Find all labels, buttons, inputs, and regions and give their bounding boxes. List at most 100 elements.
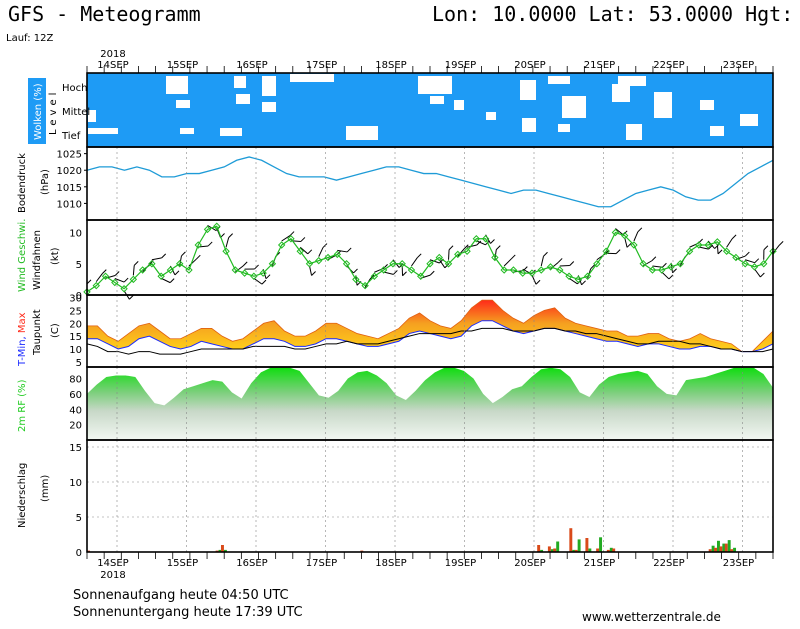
cloud-gap-17	[180, 128, 194, 134]
cloud-gap-10	[430, 96, 444, 104]
bottom-date-22SEP: 22SEP	[653, 558, 684, 569]
cloud-gap-19	[346, 126, 378, 140]
precip-tick-10: 10	[69, 478, 82, 489]
top-date-16SEP: 16SEP	[236, 60, 267, 71]
temp-tick-20: 20	[69, 319, 82, 330]
wind-tick-10: 10	[69, 229, 82, 240]
cloud-title: Wolken (%)	[33, 83, 44, 140]
wind-barb-flag-50	[558, 258, 562, 262]
top-date-15SEP: 15SEP	[167, 60, 198, 71]
wind-barb-label: Windfahnen	[32, 230, 43, 290]
model-run-label: Lauf: 12Z	[6, 33, 53, 44]
precip-bar-red-15	[719, 546, 722, 552]
dewpoint-label: Taupunkt	[32, 309, 43, 356]
website-link[interactable]: www.wetterzentrale.de	[582, 610, 721, 624]
pressure-tick-1015: 1015	[57, 183, 82, 194]
precip-bar-green-10	[599, 537, 602, 552]
wind-barb-flag-25	[323, 244, 327, 248]
wind-barb-flag-18	[262, 280, 266, 284]
bottom-date-15SEP: 15SEP	[167, 558, 198, 569]
wind-barb-62	[662, 272, 669, 279]
wind-barb-flag-12	[208, 242, 212, 246]
top-date-18SEP: 18SEP	[375, 60, 406, 71]
temp-ylabel: T-Min, Max	[17, 312, 28, 367]
wind-barb-51	[560, 265, 570, 266]
top-date-23SEP: 23SEP	[723, 60, 754, 71]
wind-barb-25	[319, 248, 323, 257]
cloud-level-title: Level	[48, 89, 59, 135]
wind-barb-flag-71	[755, 259, 759, 263]
wind-barb-flag-59	[638, 228, 642, 232]
wind-barb-8	[161, 278, 170, 282]
wind-barb-flag-43	[490, 239, 494, 243]
wind-barb-flag-27	[347, 248, 351, 252]
wind-barb-69	[727, 239, 732, 247]
wind-barb-5	[133, 265, 134, 275]
cloud-gap-9	[262, 102, 276, 112]
cloud-gap-12	[562, 96, 586, 118]
cloud-gap-23	[558, 124, 570, 132]
precip-ylabel: Niederschlag	[17, 463, 28, 528]
top-date-19SEP: 19SEP	[445, 60, 476, 71]
cloud-gap-21	[486, 112, 496, 120]
wind-barb-45	[504, 259, 511, 266]
top-date-22SEP: 22SEP	[653, 60, 684, 71]
cloud-gap-5	[548, 76, 570, 84]
humidity-tick-80: 80	[69, 375, 82, 386]
pressure-tick-1020: 1020	[57, 166, 82, 177]
cloud-level-hoch: Hoch	[62, 83, 87, 94]
wind-barb-flag-28	[354, 269, 358, 273]
wind-barb-flag-5	[134, 261, 138, 265]
wind-barb-flag-49	[543, 252, 547, 256]
top-year-label: 2018	[100, 49, 125, 60]
wind-barb-flag-3	[124, 278, 128, 282]
cloud-level-tief: Tief	[61, 131, 81, 142]
temp-tick-10: 10	[69, 345, 82, 356]
wind-barb-35	[411, 258, 417, 266]
cloud-gap-7	[176, 100, 190, 108]
cloud-gap-26	[740, 114, 758, 126]
wind-barb-flag-51	[570, 261, 574, 265]
precip-bar-green-6	[556, 542, 559, 553]
wind-barb-61	[652, 266, 662, 267]
temp-unit: (C)	[50, 323, 61, 338]
bottom-date-20SEP: 20SEP	[514, 558, 545, 569]
precip-bar-green-8	[578, 539, 581, 552]
pressure-tick-1010: 1010	[57, 199, 82, 210]
wind-barb-49	[541, 256, 543, 266]
wind-barb-flag-4	[129, 295, 133, 299]
precip-tick-5: 5	[76, 513, 82, 524]
frame-pressure	[87, 147, 773, 220]
wind-barb-flag-8	[170, 279, 174, 283]
wind-barb-flag-9	[175, 271, 179, 275]
wind-barb-72	[754, 269, 760, 277]
wind-barb-flag-44	[496, 246, 500, 250]
wind-barb-15	[226, 238, 229, 248]
wind-barb-32	[384, 272, 394, 274]
precip-bar-red-9	[585, 538, 588, 552]
wind-barb-flag-15	[229, 234, 233, 238]
top-date-14SEP: 14SEP	[97, 60, 128, 71]
bottom-date-17SEP: 17SEP	[306, 558, 337, 569]
wind-barb-flag-74	[779, 241, 783, 245]
temp-tick-25: 25	[69, 306, 82, 317]
wind-barb-flag-24	[312, 272, 316, 276]
wind-barb-flag-70	[745, 252, 749, 256]
precip-bar-red-2	[221, 545, 224, 552]
cloud-gap-11	[520, 80, 536, 100]
precip-tick-0: 0	[76, 548, 82, 559]
bottom-date-19SEP: 19SEP	[445, 558, 476, 569]
wind-barb-flag-73	[764, 246, 768, 250]
humidity-ylabel: 2m RF (%)	[17, 379, 28, 432]
temp-tick-30: 30	[69, 294, 82, 305]
wind-barb-flag-58	[627, 243, 631, 247]
wind-barb-flag-17	[255, 265, 259, 269]
humidity-tick-40: 40	[69, 405, 82, 416]
cloud-gap-25	[710, 126, 724, 136]
frame-wind	[87, 220, 773, 295]
pressure-tick-1025: 1025	[57, 150, 82, 161]
wind-barb-flag-10	[181, 252, 185, 256]
cloud-gap-22	[522, 118, 536, 132]
